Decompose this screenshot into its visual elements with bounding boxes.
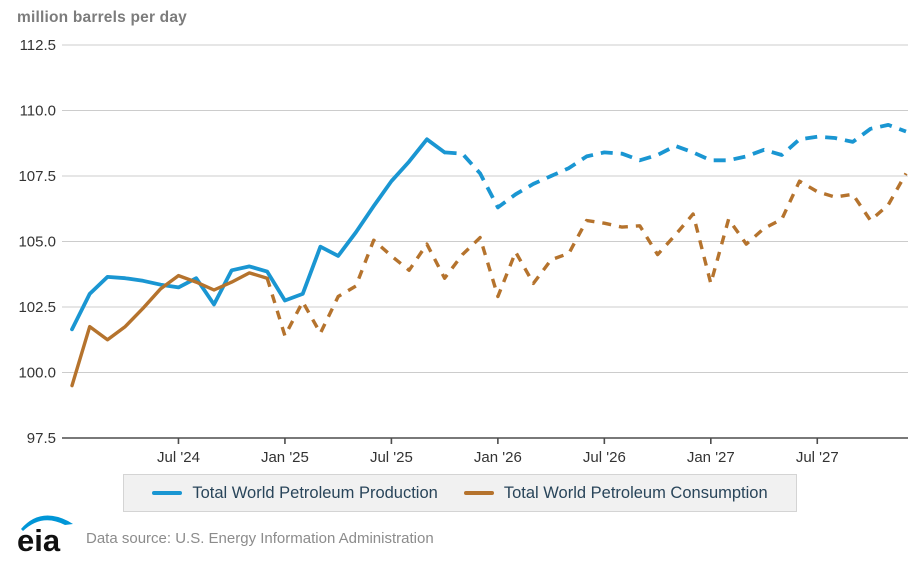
x-tick-label: Jul '25 [370,449,413,466]
y-tick-label: 100.0 [18,365,56,382]
y-tick-label: 105.0 [18,234,56,251]
x-tick-label: Jan '25 [261,449,309,466]
consumption-line-forecast [265,172,908,338]
production-line-swatch [152,491,183,495]
legend-item-production: Total World Petroleum Production [152,483,438,503]
eia-logo: eia [17,515,73,557]
x-tick-label: Jul '27 [796,449,839,466]
x-tick-label: Jul '26 [583,449,626,466]
x-tick-label: Jul '24 [157,449,200,466]
legend-label-consumption: Total World Petroleum Consumption [503,483,768,502]
line-chart: 112.5 110.0 107.5 105.0 102.5 100.0 97.5 Jul '2… [18,37,908,466]
chart-legend: Total World Petroleum Production Total W… [123,474,797,512]
legend-item-consumption: Total World Petroleum Consumption [463,483,768,503]
consumption-line-swatch [463,491,494,495]
x-tick-label: Jan '26 [474,449,522,466]
production-line-forecast [444,123,907,210]
y-tick-label: 97.5 [27,430,56,447]
chart-title: million barrels per day [17,9,187,26]
y-tick-label: 102.5 [18,299,56,316]
eia-logo-swoosh [21,515,73,531]
production-line-history [70,137,447,332]
x-tick-label: Jan '27 [687,449,735,466]
y-tick-label: 107.5 [18,168,56,185]
y-tick-label: 112.5 [20,37,56,54]
eia-logo-text: eia [17,523,61,557]
consumption-line-history [70,271,269,388]
legend-label-production: Total World Petroleum Production [192,483,438,502]
data-source-text: Data source: U.S. Energy Information Adm… [86,530,434,547]
chart-footer: eia Data source: U.S. Energy Information… [0,509,920,564]
y-tick-label: 110.0 [20,103,56,120]
